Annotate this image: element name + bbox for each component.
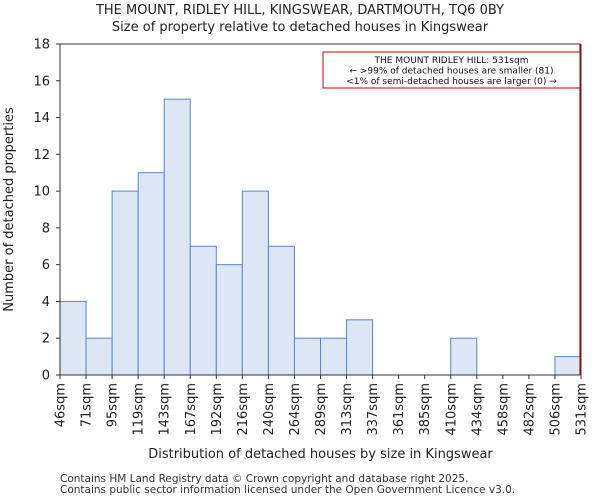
y-tick-label-18: 18 (33, 38, 50, 53)
x-tick-label-264sqm: 264sqm (288, 383, 303, 436)
x-tick-label-385sqm: 385sqm (418, 383, 433, 436)
x-tick-label-143sqm: 143sqm (158, 383, 173, 436)
bar-119sqm (137, 172, 165, 376)
annotation-line1: THE MOUNT RIDLEY HILL: 531sqm (374, 56, 529, 66)
x-tick-label-458sqm: 458sqm (496, 383, 511, 436)
x-tick-label-46sqm: 46sqm (54, 383, 69, 427)
annotation-box (322, 51, 581, 89)
bar-95sqm (111, 190, 139, 376)
x-tick-label-216sqm: 216sqm (236, 383, 251, 436)
bar-216sqm (241, 190, 269, 376)
bar-313sqm (346, 319, 374, 376)
bar-506sqm (554, 356, 582, 376)
chart-title: THE MOUNT, RIDLEY HILL, KINGSWEAR, DARTM… (95, 3, 505, 18)
x-tick-label-240sqm: 240sqm (262, 383, 277, 436)
x-tick-label-506sqm: 506sqm (548, 383, 563, 436)
x-tick-label-71sqm: 71sqm (80, 383, 95, 427)
x-axis-title: Distribution of detached houses by size … (148, 447, 493, 462)
x-tick-label-410sqm: 410sqm (444, 383, 459, 436)
y-tick-label-6: 6 (42, 258, 50, 273)
y-axis-title: Number of detached properties (2, 107, 17, 312)
y-tick-label-12: 12 (33, 148, 50, 163)
bar-289sqm (320, 337, 348, 376)
annotation-line2: ← >99% of detached houses are smaller (8… (349, 67, 553, 77)
y-tick-label-16: 16 (33, 74, 50, 89)
x-tick-label-531sqm: 531sqm (575, 383, 590, 436)
y-tick-label-8: 8 (42, 221, 50, 236)
bar-71sqm (85, 337, 113, 376)
y-tick-label-2: 2 (42, 332, 50, 347)
bar-167sqm (189, 245, 217, 376)
footer-licence: Contains public sector information licen… (60, 484, 516, 496)
x-tick-label-337sqm: 337sqm (366, 383, 381, 436)
x-tick-label-167sqm: 167sqm (184, 383, 199, 436)
x-tick-label-119sqm: 119sqm (132, 383, 147, 436)
x-tick-label-289sqm: 289sqm (314, 383, 329, 436)
bar-410sqm (450, 337, 478, 376)
y-tick-label-0: 0 (42, 369, 50, 384)
y-tick-label-4: 4 (42, 295, 50, 310)
x-tick-label-482sqm: 482sqm (522, 383, 537, 436)
chart-subtitle: Size of property relative to detached ho… (111, 20, 489, 35)
bar-143sqm (163, 98, 191, 376)
y-tick-label-10: 10 (33, 185, 50, 200)
bar-264sqm (293, 337, 322, 376)
annotation-line3: <1% of semi-detached houses are larger (… (346, 77, 557, 87)
x-tick-label-192sqm: 192sqm (210, 383, 225, 436)
x-tick-label-434sqm: 434sqm (470, 383, 485, 436)
footer-copyright: Contains HM Land Registry data © Crown c… (60, 473, 469, 485)
y-tick-label-14: 14 (33, 111, 50, 126)
x-tick-label-313sqm: 313sqm (340, 383, 355, 436)
bar-240sqm (267, 245, 295, 376)
x-tick-label-95sqm: 95sqm (106, 383, 121, 427)
x-tick-label-361sqm: 361sqm (392, 383, 407, 436)
bar-46sqm (59, 300, 87, 376)
bar-192sqm (215, 264, 243, 376)
